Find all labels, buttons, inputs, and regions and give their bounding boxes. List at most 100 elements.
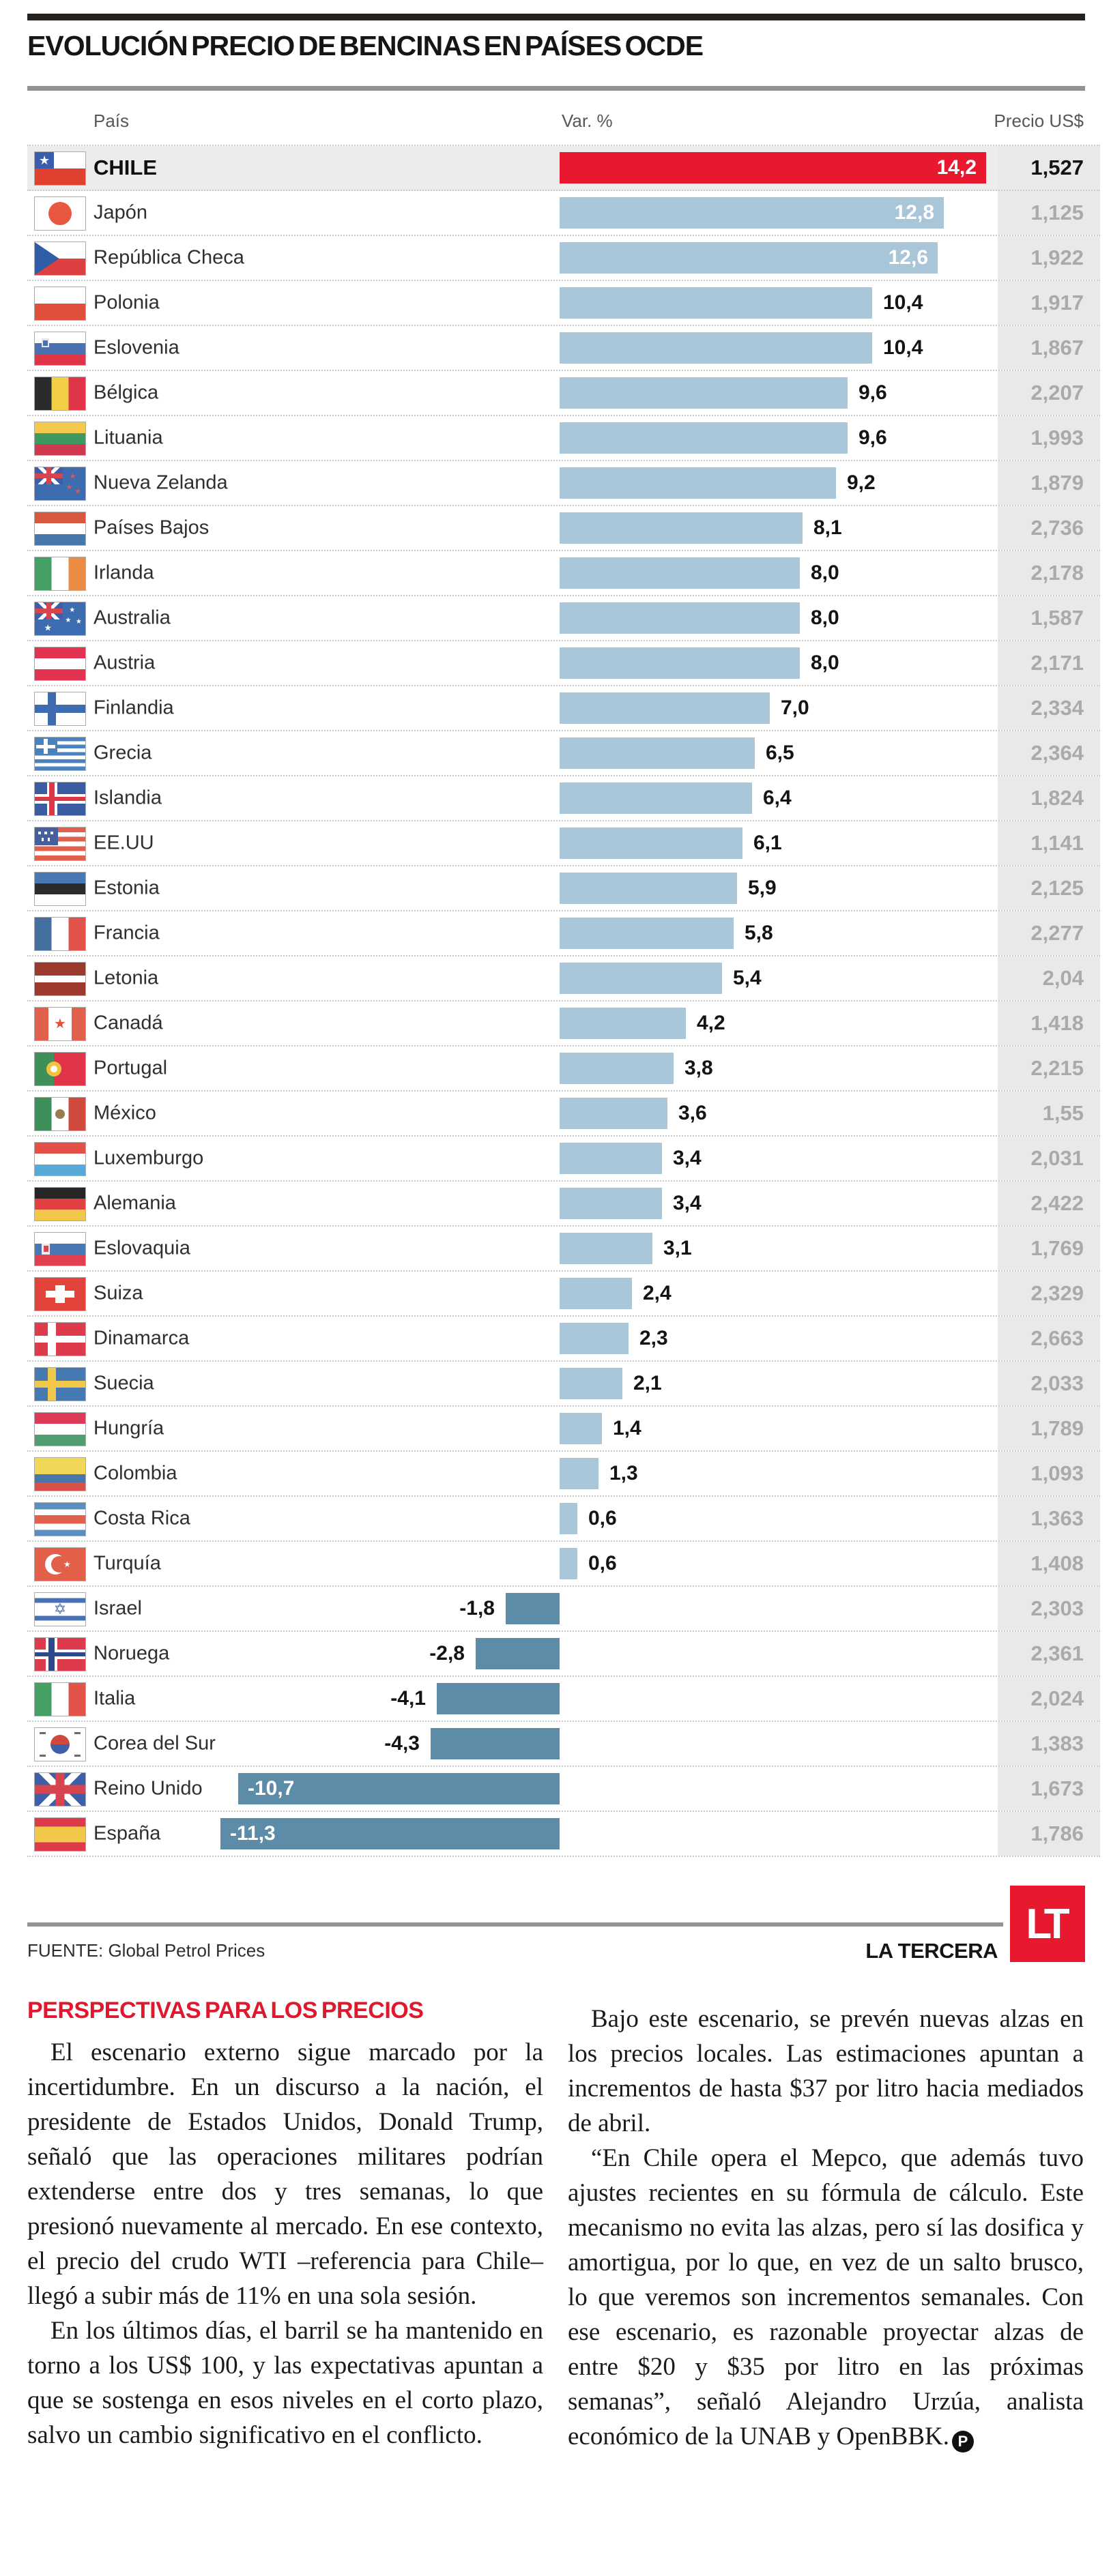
table-row: Grecia 6,5 2,364 xyxy=(27,731,1100,776)
lt-logo-letters: LT xyxy=(1026,1900,1069,1948)
var-bar xyxy=(560,1098,667,1129)
table-row: Japón 12,8 1,125 xyxy=(27,191,1100,236)
article-headline: PERSPECTIVAS PARA LOS PRECIOS xyxy=(27,1997,424,2023)
price-value: 2,033 xyxy=(998,1362,1100,1405)
flag-icon xyxy=(34,557,86,591)
var-bar xyxy=(560,197,944,229)
price-value: 1,867 xyxy=(998,326,1100,370)
price-value: 1,993 xyxy=(998,416,1100,460)
price-value: 1,922 xyxy=(998,236,1100,280)
var-bar xyxy=(560,1503,577,1534)
var-bar xyxy=(560,242,938,274)
flag-icon xyxy=(34,1097,86,1131)
table-row: Costa Rica 0,6 1,363 xyxy=(27,1497,1100,1542)
country-label: Eslovaquia xyxy=(93,1237,190,1259)
table-row: Noruega -2,8 2,361 xyxy=(27,1632,1100,1677)
var-bar xyxy=(560,557,800,589)
price-value: 1,879 xyxy=(998,461,1100,505)
flag-icon xyxy=(34,1637,86,1671)
country-label: España xyxy=(93,1822,161,1845)
table-row: Polonia 10,4 1,917 xyxy=(27,281,1100,326)
price-value: 2,277 xyxy=(998,911,1100,955)
country-label: Austria xyxy=(93,652,156,674)
flag-icon xyxy=(34,1052,86,1086)
article-paragraph: “En Chile opera el Mepco, que además tuv… xyxy=(568,2141,1084,2454)
var-value: -4,3 xyxy=(384,1732,420,1755)
price-value: 1,55 xyxy=(998,1092,1100,1135)
source-rule xyxy=(27,1922,1003,1927)
price-value: 1,769 xyxy=(998,1227,1100,1270)
table-row: Finlandia 7,0 2,334 xyxy=(27,686,1100,731)
country-label: Estonia xyxy=(93,877,160,899)
var-value: 2,4 xyxy=(643,1282,672,1304)
end-mark-icon: P xyxy=(952,2431,975,2453)
var-bar xyxy=(560,1188,662,1219)
country-label: Colombia xyxy=(93,1462,177,1484)
price-value: 2,329 xyxy=(998,1272,1100,1315)
var-bar xyxy=(437,1683,560,1714)
var-bar xyxy=(560,782,752,814)
var-value: 10,4 xyxy=(883,336,923,359)
var-bar xyxy=(560,963,722,994)
var-bar xyxy=(560,1008,686,1039)
table-row: Colombia 1,3 1,093 xyxy=(27,1452,1100,1497)
country-label: Islandia xyxy=(93,787,162,809)
price-value: 2,361 xyxy=(998,1632,1100,1675)
column-header-pais: País xyxy=(93,111,130,131)
var-value: 7,0 xyxy=(781,697,809,719)
top-rule xyxy=(27,14,1085,20)
country-label: Turquía xyxy=(93,1552,161,1575)
price-value: 1,786 xyxy=(998,1812,1100,1856)
price-value: 2,422 xyxy=(998,1182,1100,1225)
flag-icon xyxy=(34,692,86,726)
table-row: Países Bajos 8,1 2,736 xyxy=(27,506,1100,551)
var-value: 4,2 xyxy=(697,1012,725,1034)
price-value: 2,736 xyxy=(998,506,1100,550)
price-value: 2,024 xyxy=(998,1677,1100,1721)
var-bar xyxy=(476,1638,560,1669)
table-row: Corea del Sur -4,3 1,383 xyxy=(27,1722,1100,1767)
var-value: 6,1 xyxy=(753,832,782,854)
var-bar xyxy=(560,1053,674,1084)
country-label: Japón xyxy=(93,201,148,224)
var-bar xyxy=(560,1323,629,1354)
flag-icon xyxy=(34,1457,86,1491)
table-row: Dinamarca 2,3 2,663 xyxy=(27,1317,1100,1362)
country-label: EE.UU xyxy=(93,832,154,854)
column-header-var: Var. % xyxy=(562,111,613,131)
column-header-precio: Precio US$ xyxy=(994,111,1084,131)
table-row: Reino Unido -10,7 1,673 xyxy=(27,1767,1100,1812)
table-row: Irlanda 8,0 2,178 xyxy=(27,551,1100,596)
var-bar xyxy=(560,647,800,679)
flag-icon xyxy=(34,1502,86,1536)
var-value: 10,4 xyxy=(883,291,923,314)
var-bar xyxy=(560,512,803,544)
flag-icon xyxy=(34,1142,86,1176)
var-value: 3,4 xyxy=(673,1147,702,1169)
country-label: Francia xyxy=(93,922,160,944)
flag-icon: ✡ xyxy=(34,1592,86,1626)
country-label: Dinamarca xyxy=(93,1327,190,1349)
price-value: 2,171 xyxy=(998,641,1100,685)
flag-icon xyxy=(34,1187,86,1221)
var-value: 8,0 xyxy=(811,652,839,674)
var-bar xyxy=(506,1593,560,1624)
country-label: Nueva Zelanda xyxy=(93,471,228,494)
table-row: Luxemburgo 3,4 2,031 xyxy=(27,1137,1100,1182)
table-row: Francia 5,8 2,277 xyxy=(27,911,1100,956)
var-bar xyxy=(560,602,800,634)
var-value: 12,8 xyxy=(894,201,934,224)
table-row: México 3,6 1,55 xyxy=(27,1092,1100,1137)
price-value: 1,673 xyxy=(998,1767,1100,1811)
flag-icon xyxy=(34,1772,86,1806)
flag-icon xyxy=(34,647,86,681)
var-value: 8,0 xyxy=(811,606,839,629)
page-title: EVOLUCIÓN PRECIO DE BENCINAS EN PAÍSES O… xyxy=(27,30,704,61)
price-value: 2,207 xyxy=(998,371,1100,415)
var-bar xyxy=(560,332,872,364)
var-bar xyxy=(560,1278,632,1309)
var-value: 2,3 xyxy=(639,1327,668,1349)
var-value: 2,1 xyxy=(633,1372,662,1394)
var-value: -11,3 xyxy=(230,1822,276,1845)
var-value: 3,8 xyxy=(684,1057,713,1079)
